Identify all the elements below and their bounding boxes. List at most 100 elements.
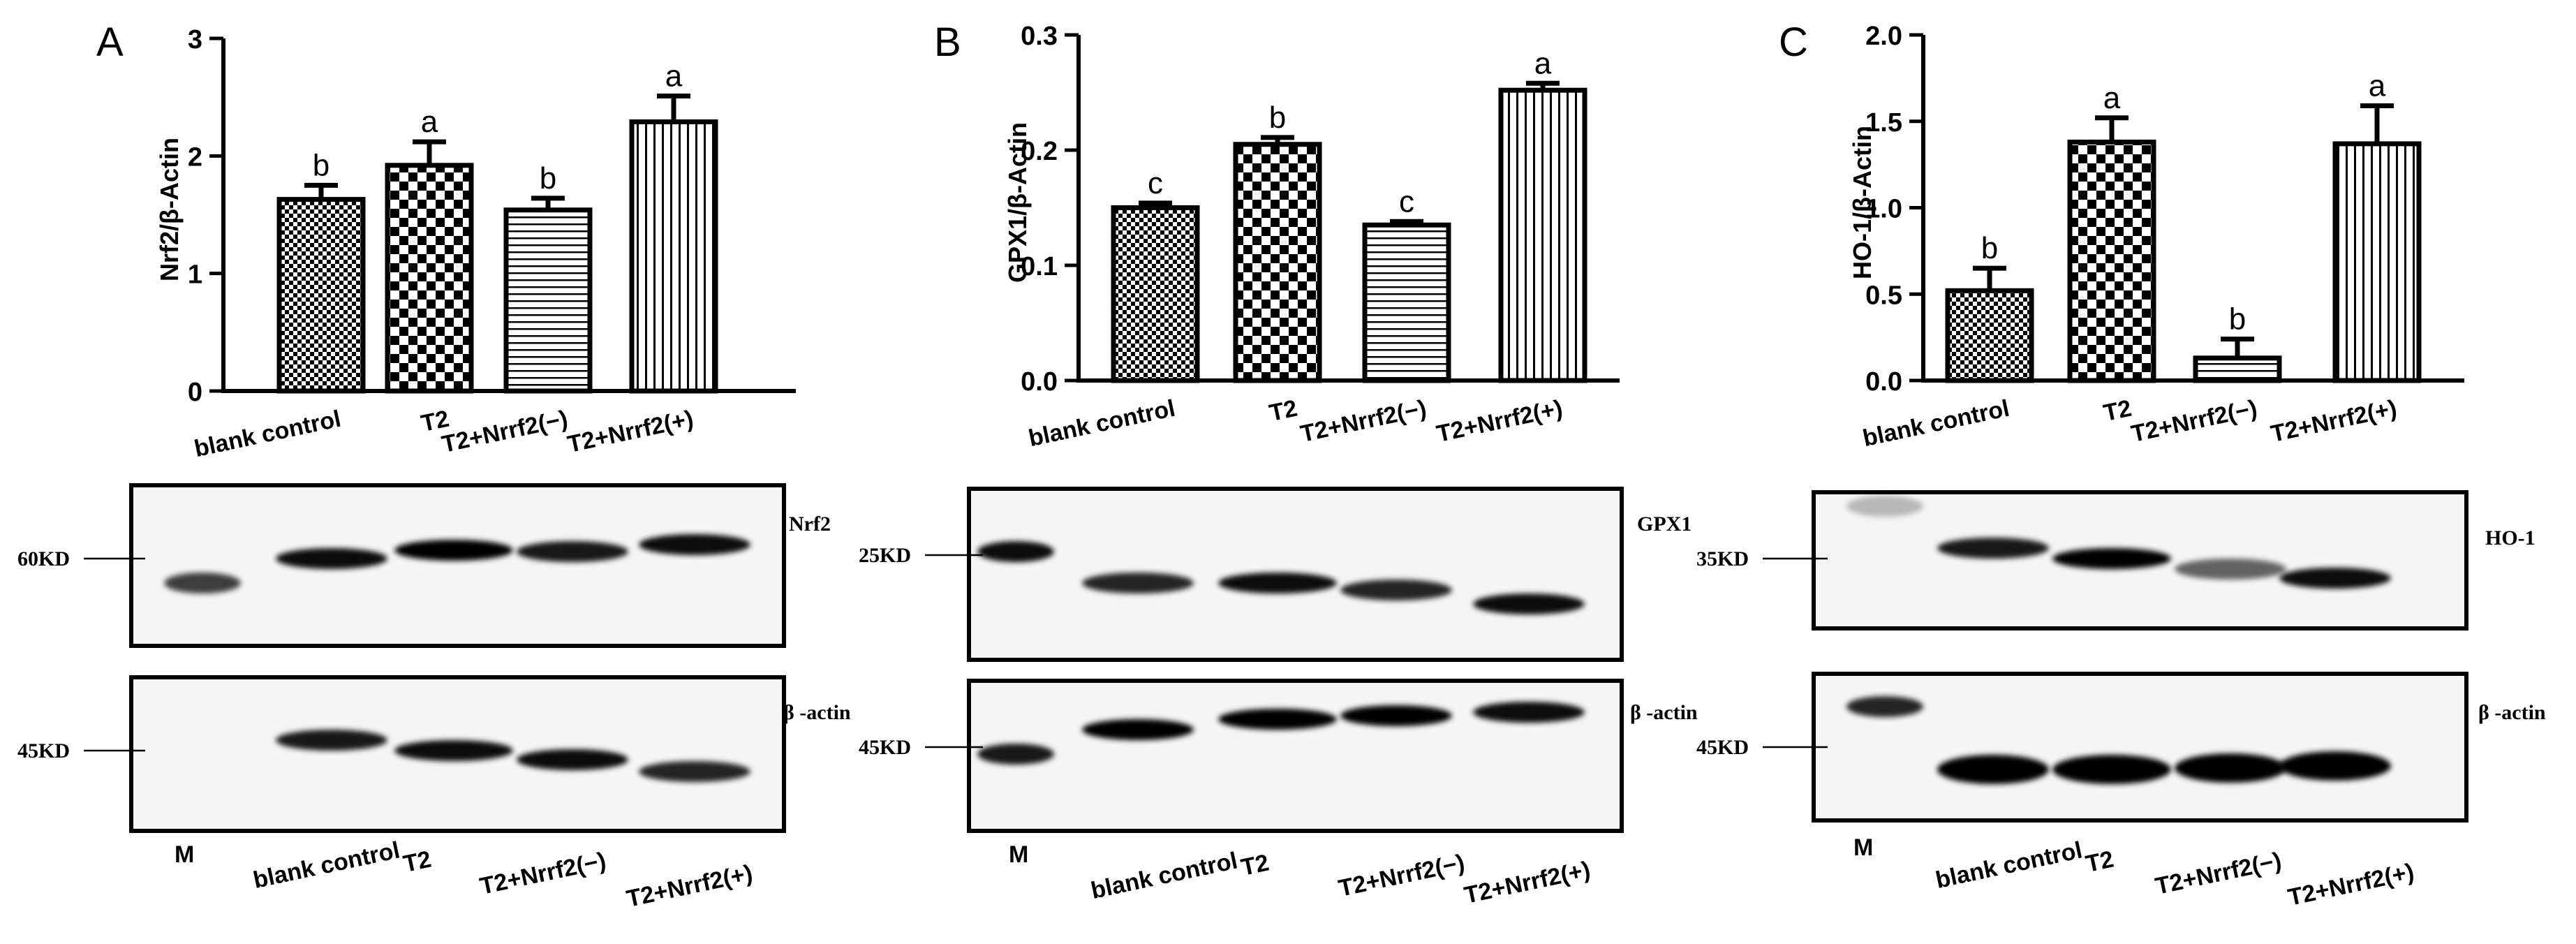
x-tick-label: T2+Nrrf2(+) bbox=[2268, 395, 2399, 448]
y-tick-label: 3 bbox=[188, 25, 202, 54]
panel-a: A 0 1 2 3 Nrf2/β-Actin b blank control a T2 b T2+N… bbox=[17, 20, 851, 913]
loading-band bbox=[2052, 755, 2171, 784]
x-tick-label: T2 bbox=[1267, 395, 1300, 427]
lane-label: blank control bbox=[251, 836, 402, 894]
significance-label: a bbox=[1534, 46, 1552, 80]
target-band bbox=[1340, 580, 1452, 600]
lane-label: M bbox=[1853, 834, 1873, 861]
bar bbox=[503, 207, 593, 394]
loading-band bbox=[1473, 702, 1585, 723]
lane-label: T2+Nrrf2(+) bbox=[1462, 857, 1592, 909]
loading-band bbox=[1082, 719, 1194, 740]
target-band bbox=[164, 573, 241, 593]
significance-label: b bbox=[1981, 231, 1998, 265]
panel-label-b: B bbox=[934, 20, 961, 65]
x-tick-label: blank control bbox=[192, 406, 343, 463]
y-tick-label: 0.2 bbox=[1021, 137, 1058, 166]
bar-chart-b: 0.0 0.1 0.2 0.3 GPX1/β-Actin c blank control b T… bbox=[1003, 22, 1620, 452]
x-tick-label: T2+Nrrf2(+) bbox=[565, 406, 695, 458]
loading-band bbox=[1218, 709, 1337, 730]
bar bbox=[385, 163, 474, 394]
loading-band bbox=[1846, 696, 1923, 717]
x-tick-label: blank control bbox=[1860, 395, 2012, 452]
size-marker-label: 45KD bbox=[859, 736, 911, 759]
y-axis-label: GPX1/β-Actin bbox=[1003, 122, 1032, 283]
y-tick-label: 1 bbox=[188, 260, 202, 290]
target-band bbox=[639, 534, 750, 555]
significance-label: b bbox=[313, 148, 330, 182]
lane-label: T2+Nrrf2(−) bbox=[478, 848, 608, 900]
protein-name-label: β -actin bbox=[783, 701, 851, 724]
bar bbox=[2067, 139, 2156, 383]
x-tick-label: T2+Nrrf2(+) bbox=[1434, 395, 1564, 448]
loading-band bbox=[2175, 753, 2286, 783]
target-band bbox=[2052, 548, 2171, 569]
panel-label-c: C bbox=[1779, 20, 1808, 65]
x-tick-label: blank control bbox=[1026, 395, 1178, 452]
lane-label: T2+Nrrf2(+) bbox=[2286, 859, 2416, 911]
protein-name-label: β -actin bbox=[1630, 701, 1698, 724]
lane-label: T2 bbox=[401, 846, 434, 878]
loading-band bbox=[2279, 751, 2391, 781]
bar bbox=[276, 197, 366, 394]
loading-band bbox=[1340, 705, 1452, 726]
significance-label: a bbox=[665, 59, 683, 93]
y-axis-label: HO-1/β-Actin bbox=[1848, 126, 1877, 279]
significance-label: b bbox=[1269, 101, 1286, 135]
lane-label: T2+Nrrf2(−) bbox=[1336, 850, 1467, 902]
lane-label: T2+Nrrf2(−) bbox=[2153, 848, 2283, 900]
bar bbox=[2332, 141, 2422, 383]
significance-label: a bbox=[2103, 81, 2121, 115]
lane-label: T2 bbox=[2083, 846, 2116, 878]
size-marker-label: 45KD bbox=[17, 739, 70, 762]
target-band bbox=[1846, 496, 1923, 517]
y-tick-label: 2 bbox=[188, 142, 202, 172]
lane-label: T2+Nrrf2(+) bbox=[624, 860, 755, 913]
panel-c: C 0.0 0.5 1.0 1.5 2.0 HO-1/β-Actin b blank cont… bbox=[1696, 20, 2546, 911]
target-band bbox=[394, 540, 513, 561]
size-marker-label: 45KD bbox=[1696, 736, 1749, 759]
target-band bbox=[276, 548, 387, 569]
significance-label: a bbox=[421, 105, 438, 139]
y-tick-label: 0.5 bbox=[1865, 281, 1902, 310]
bar bbox=[1362, 222, 1451, 383]
bar-chart-a: 0 1 2 3 Nrf2/β-Actin b blank control a T2 b T2+Nrr… bbox=[155, 25, 796, 462]
x-tick-label: T2+Nrrf2(−) bbox=[439, 406, 570, 458]
loading-band bbox=[977, 744, 1054, 765]
target-band bbox=[2279, 568, 2391, 589]
y-tick-label: 0 bbox=[188, 378, 202, 407]
lane-label: M bbox=[175, 841, 194, 868]
significance-label: b bbox=[2229, 302, 2246, 337]
bar-chart-c: 0.0 0.5 1.0 1.5 2.0 HO-1/β-Actin b blank contro… bbox=[1848, 22, 2464, 452]
panel-label-a: A bbox=[96, 20, 124, 65]
protein-name-label: β -actin bbox=[2478, 701, 2546, 724]
lane-label: M bbox=[1009, 841, 1028, 868]
y-axis-label: Nrf2/β-Actin bbox=[155, 138, 184, 281]
y-tick-label: 2.0 bbox=[1865, 22, 1902, 51]
lane-label: blank control bbox=[1088, 847, 1240, 904]
target-band bbox=[1473, 593, 1585, 614]
y-tick-label: 0.3 bbox=[1021, 22, 1058, 51]
x-tick-label: T2 bbox=[2101, 395, 2134, 427]
loading-band bbox=[394, 740, 513, 761]
protein-name-label: HO-1 bbox=[2485, 526, 2536, 550]
loading-band bbox=[276, 730, 387, 751]
target-band bbox=[977, 541, 1054, 562]
x-tick-label: T2+Nrrf2(−) bbox=[1298, 395, 1428, 448]
lane-label: blank control bbox=[1933, 836, 2085, 894]
significance-label: c bbox=[1148, 166, 1163, 200]
bar bbox=[1498, 87, 1587, 383]
target-band bbox=[1082, 573, 1194, 593]
y-tick-label: 1.0 bbox=[1865, 195, 1902, 224]
y-tick-label: 0.1 bbox=[1021, 252, 1058, 281]
significance-label: c bbox=[1399, 184, 1414, 219]
bar bbox=[629, 119, 718, 394]
size-marker-label: 25KD bbox=[859, 544, 911, 567]
y-tick-label: 1.5 bbox=[1865, 108, 1902, 138]
size-marker-label: 35KD bbox=[1696, 547, 1749, 570]
bar bbox=[1233, 142, 1322, 383]
